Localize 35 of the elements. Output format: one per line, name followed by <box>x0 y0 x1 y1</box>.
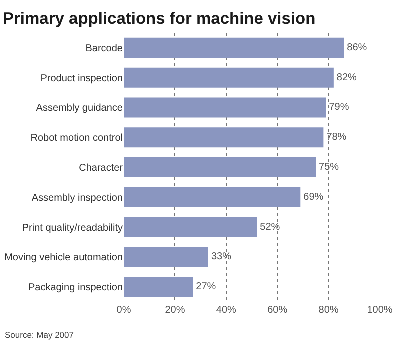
chart-title: Primary applications for machine vision <box>3 10 316 28</box>
bar <box>124 277 194 298</box>
data-label: 86% <box>347 42 368 54</box>
data-label: 27% <box>196 282 216 293</box>
bar <box>124 217 258 238</box>
y-tick-label: Moving vehicle automation <box>4 252 123 264</box>
bar <box>124 38 344 58</box>
y-tick-label: Barcode <box>86 43 124 54</box>
source-note: Source: May 2007 <box>5 330 74 340</box>
x-tick-label: 100% <box>367 305 393 316</box>
data-label: 75% <box>319 162 340 173</box>
x-tick-label: 40% <box>216 305 237 316</box>
data-label: 69% <box>304 192 324 203</box>
x-tick-label: 80% <box>318 305 339 316</box>
bar <box>124 187 301 208</box>
data-label: 33% <box>211 252 232 263</box>
bar <box>124 98 326 118</box>
data-label: 78% <box>326 132 347 144</box>
bar <box>124 157 316 178</box>
data-label: 52% <box>260 222 280 233</box>
y-tick-label: Print quality/readability <box>22 222 123 234</box>
y-tick-label: Robot motion control <box>30 133 123 144</box>
bar <box>124 128 324 148</box>
y-tick-label: Assembly guidance <box>36 103 124 114</box>
bar <box>124 247 208 268</box>
bar <box>124 68 334 88</box>
x-tick-label: 60% <box>268 305 288 316</box>
y-tick-label: Product inspection <box>40 73 123 84</box>
x-tick-label: 20% <box>165 305 186 316</box>
y-tick-label: Character <box>79 163 124 174</box>
x-tick-label: 0% <box>116 305 132 316</box>
y-tick-label: Packaging inspection <box>28 282 123 294</box>
data-label: 79% <box>329 102 350 114</box>
data-label: 82% <box>336 72 358 84</box>
y-tick-label: Assembly inspection <box>32 192 123 204</box>
